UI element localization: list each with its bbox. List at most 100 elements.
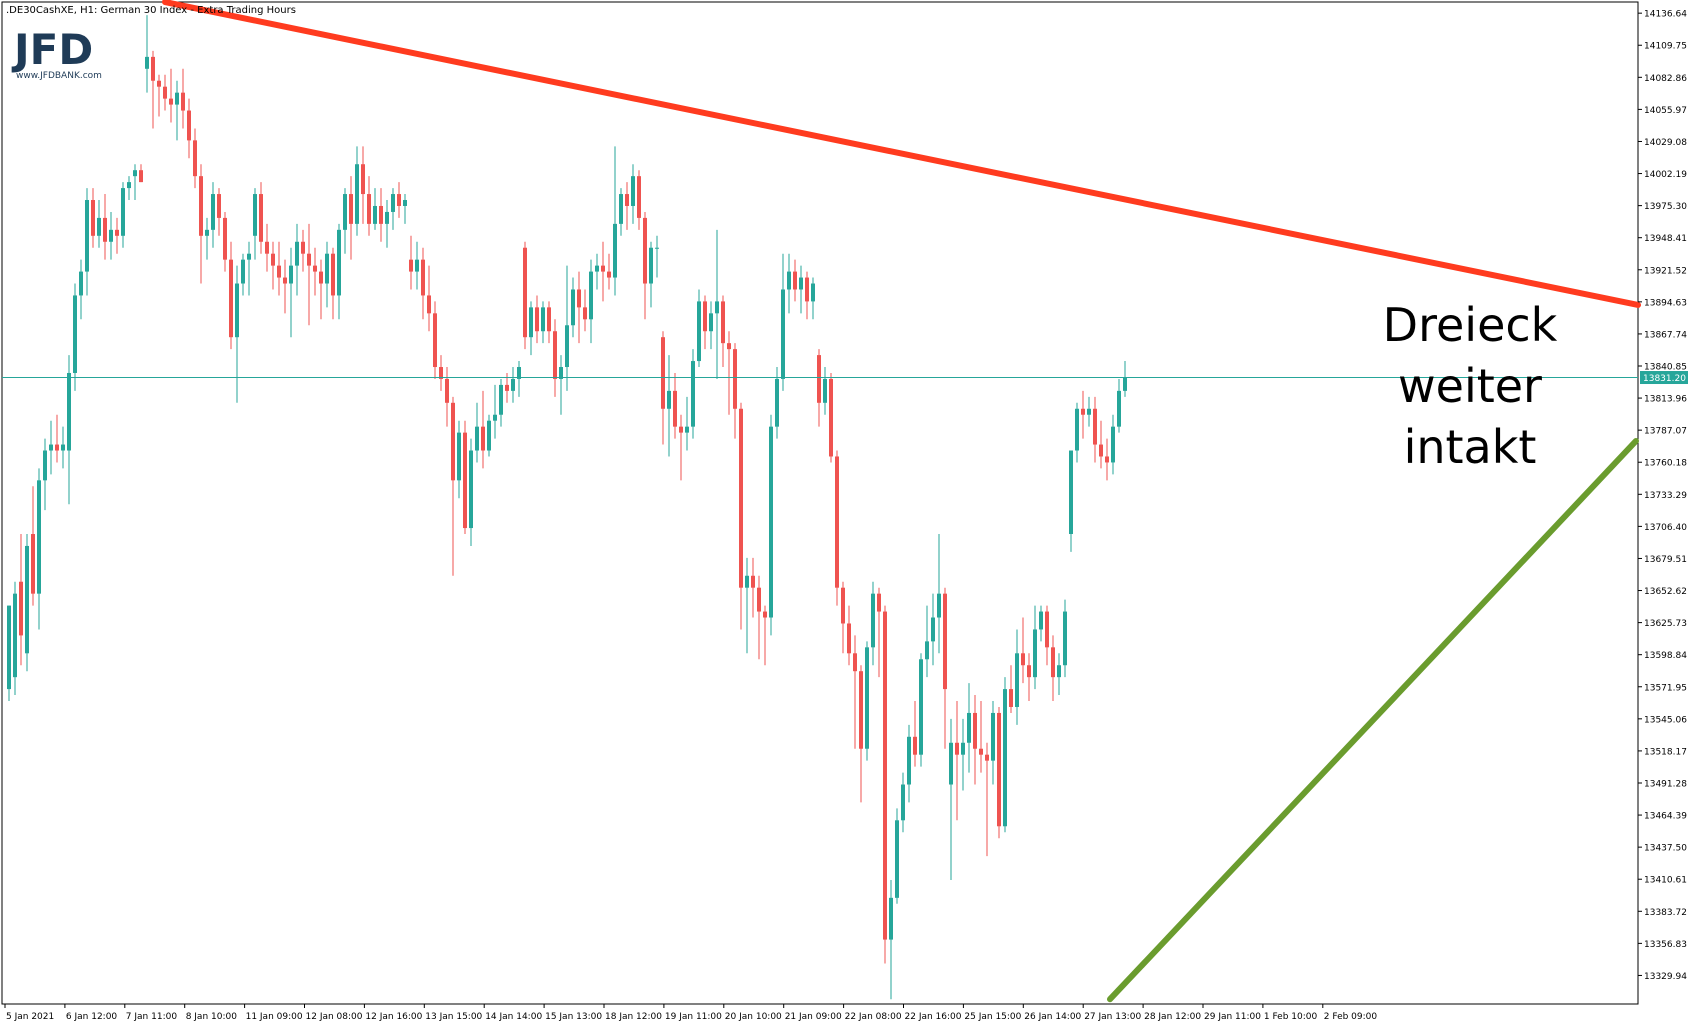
candle [169,68,173,123]
candle-body [1039,611,1043,630]
candle [211,182,215,248]
support-trendline[interactable] [1107,437,1639,1003]
candle [925,605,929,678]
candle-body [415,259,419,272]
candle-body [277,265,281,278]
candle [727,331,731,415]
candle-body [325,253,329,284]
candle [85,188,89,296]
candle-body [313,265,317,272]
candle-body [721,301,725,344]
candle-body [367,194,371,224]
candle [1003,677,1007,833]
candle-body [457,432,461,481]
candle-body [151,56,155,81]
candle [529,301,533,356]
candle-body [1015,653,1019,707]
y-tick-label: 14002.19 [1644,170,1687,180]
candle [535,295,539,344]
candle-body [685,426,689,433]
candle-body [1105,456,1109,463]
candle [91,188,95,248]
candle-body [289,265,293,284]
candle-body [517,367,521,379]
candle [775,367,779,439]
candle [235,265,239,403]
candle [127,176,131,201]
candle-body [709,313,713,332]
candle [637,170,641,230]
candle [367,176,371,236]
candle [997,706,1001,839]
candle-body [847,623,851,654]
candle-body [397,194,401,206]
candle [181,68,185,129]
candle-body [241,259,245,284]
candle-body [301,241,305,254]
candle [1099,420,1103,469]
candle-body [661,337,665,409]
candle [751,557,755,618]
candle-body [853,653,857,672]
candle-body [979,748,983,755]
candle [295,223,299,296]
y-tick-label: 14136.64 [1644,10,1687,20]
candle [289,247,293,338]
candle [967,683,971,773]
y-tick-label: 13813.96 [1644,395,1687,405]
x-tick-label: 5 Jan 2021 [6,1012,54,1022]
candle [991,701,995,785]
y-tick-label: 13733.29 [1644,491,1687,501]
candle [811,277,815,320]
candle [103,194,107,260]
candle-body [889,897,893,940]
candle [577,271,581,344]
candle-body [931,617,935,642]
candle-body [751,575,755,588]
candle [439,355,443,391]
candle [679,414,683,481]
candle-body [1033,629,1037,678]
y-tick-label: 13329.94 [1644,972,1687,982]
candle-body [649,247,653,284]
candle [1069,450,1073,552]
candle [889,879,893,1000]
candle [355,146,359,236]
candle [1105,438,1109,481]
candle [109,211,113,260]
candle [709,301,713,350]
candle-body [1093,408,1097,445]
candle-body [817,355,821,403]
symbol-info: .DE30CashXE, H1: German 30 Index - Extra… [6,5,296,16]
candle [553,319,557,397]
candle [841,581,845,654]
candle [685,396,689,451]
candle [1075,402,1079,463]
candle-body [409,259,413,272]
candle [79,259,83,320]
candle [415,241,419,290]
candle-body [925,641,929,660]
candle-body [421,259,425,296]
resistance-trendline[interactable] [162,0,1641,308]
candle [1063,599,1067,678]
candle [67,355,71,505]
candle-body [859,671,863,749]
candle-body [697,301,701,362]
candle [265,223,269,272]
candle [547,301,551,344]
candle-body [895,820,899,898]
candle-body [265,241,269,254]
y-tick-label: 13948.41 [1644,234,1687,244]
candle-body [943,593,947,690]
candle-body [745,575,749,588]
candle-body [811,283,815,302]
candle-body [181,92,185,111]
candle [793,259,797,302]
candle [565,265,569,391]
candle-body [607,271,611,278]
candle [541,301,545,344]
candle-body [655,247,659,249]
candle-body [373,205,377,224]
